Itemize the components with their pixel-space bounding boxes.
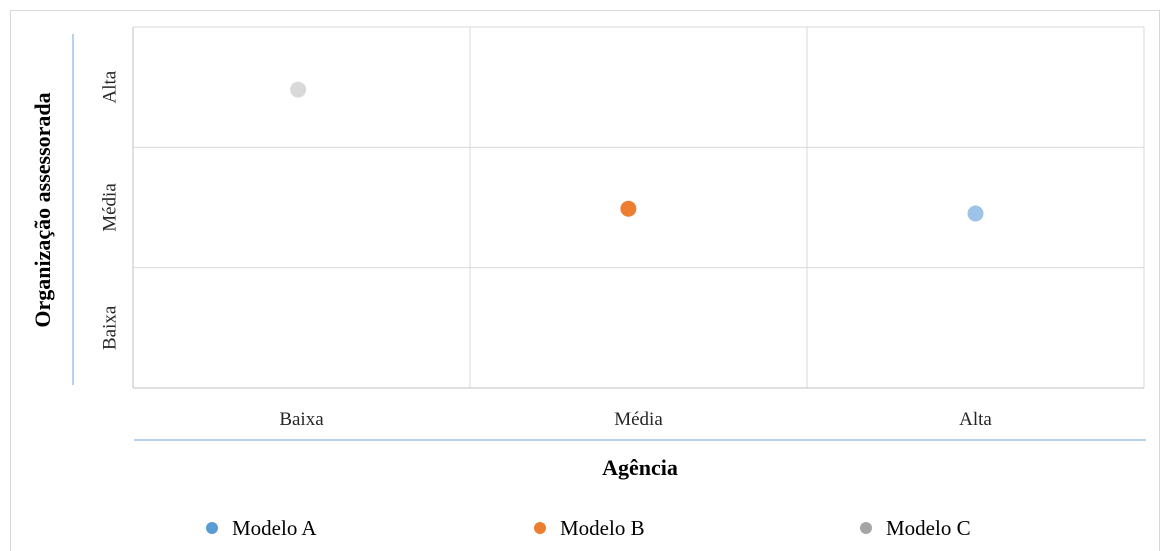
x-tick-label: Baixa: [279, 409, 324, 430]
data-point: [967, 205, 984, 222]
legend-label: Modelo C: [886, 516, 971, 540]
x-tick-label: Média: [614, 409, 663, 430]
y-axis-title: Organização assessorada: [30, 92, 55, 327]
data-points: [290, 81, 984, 222]
legend-item: Modelo A: [206, 516, 317, 540]
legend: Modelo A Modelo B Modelo C: [206, 516, 971, 540]
y-tick-labels: Baixa Média Alta: [99, 70, 120, 350]
data-point: [620, 200, 637, 217]
y-tick-label: Alta: [99, 70, 120, 103]
legend-item: Modelo B: [534, 516, 645, 540]
legend-marker: [860, 522, 872, 534]
data-point: [290, 81, 307, 98]
x-axis-title: Agência: [602, 455, 678, 480]
chart-frame: [10, 10, 1160, 551]
x-tick-labels: Baixa Média Alta: [279, 409, 992, 430]
y-tick-label: Baixa: [99, 305, 120, 350]
legend-label: Modelo A: [232, 516, 317, 540]
x-tick-label: Alta: [959, 409, 992, 430]
legend-item: Modelo C: [860, 516, 971, 540]
grid-lines: [132, 26, 1145, 389]
legend-marker: [534, 522, 546, 534]
legend-label: Modelo B: [560, 516, 645, 540]
legend-marker: [206, 522, 218, 534]
y-tick-label: Média: [99, 183, 120, 232]
